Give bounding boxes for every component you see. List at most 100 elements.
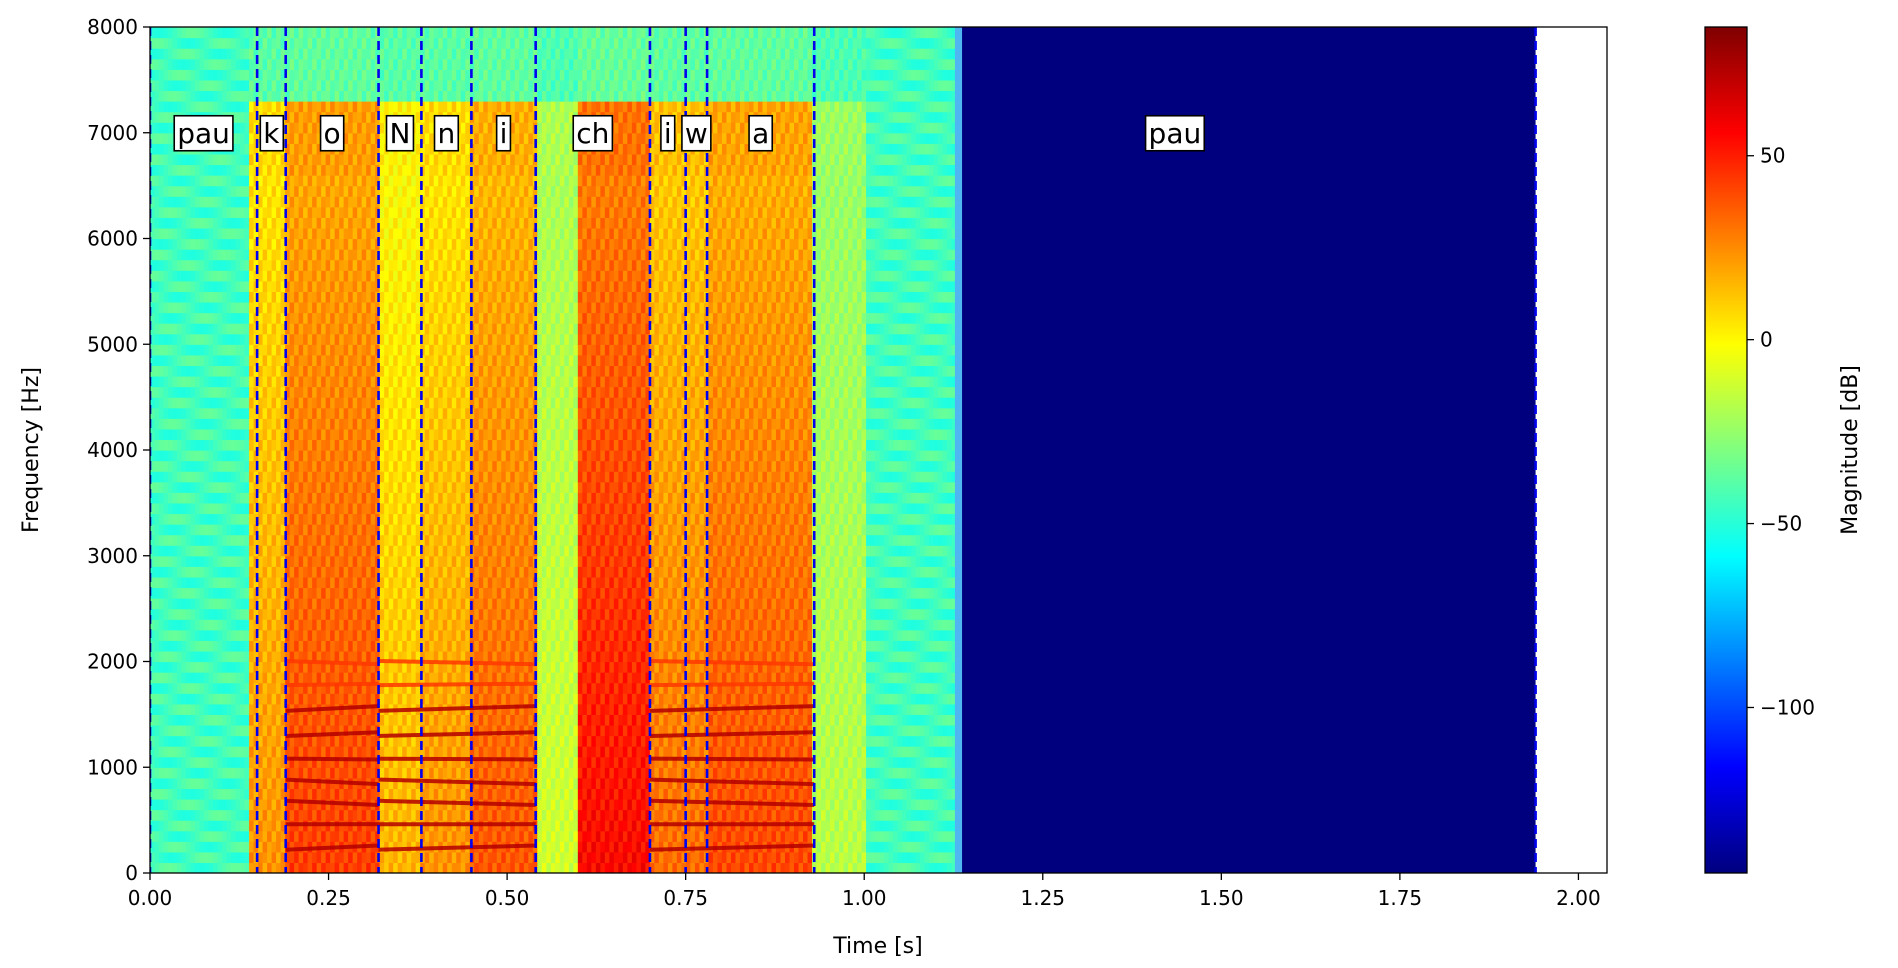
heatmap-cell	[168, 122, 174, 134]
heatmap-cell	[285, 746, 291, 758]
heatmap-cell	[289, 724, 295, 737]
heatmap-cell	[321, 386, 327, 398]
heatmap-cell	[150, 460, 156, 472]
heatmap-cell	[307, 79, 313, 92]
heatmap-cell	[339, 598, 345, 610]
heatmap-cell	[343, 344, 349, 356]
heatmap-cell	[159, 450, 165, 462]
heatmap-cell	[352, 566, 358, 578]
heatmap-cell	[379, 217, 385, 229]
heatmap-cell	[217, 492, 223, 504]
heatmap-cell	[217, 693, 223, 705]
heatmap-cell	[424, 798, 430, 811]
heatmap-cell	[249, 27, 255, 39]
heatmap-cell	[258, 344, 264, 356]
heatmap-cell	[339, 502, 345, 515]
heatmap-cell	[177, 492, 183, 504]
heatmap-cell	[172, 270, 178, 282]
heatmap-cell	[168, 48, 174, 60]
heatmap-cell	[406, 629, 412, 641]
heatmap-cell	[154, 386, 160, 398]
heatmap-cell	[384, 450, 390, 462]
heatmap-cell	[172, 386, 178, 398]
heatmap-cell	[361, 312, 367, 324]
heatmap-cell	[343, 566, 349, 578]
heatmap-cell	[370, 629, 376, 641]
heatmap-cell	[217, 153, 223, 166]
heatmap-cell	[411, 90, 417, 102]
heatmap-cell	[276, 555, 282, 567]
heatmap-cell	[208, 746, 214, 758]
heatmap-cell	[217, 48, 223, 60]
heatmap-cell	[343, 450, 349, 462]
heatmap-cell	[208, 37, 214, 49]
heatmap-cell	[235, 661, 241, 673]
heatmap-cell	[172, 175, 178, 187]
heatmap-cell	[249, 58, 255, 70]
heatmap-cell	[379, 640, 385, 652]
spectrogram-heatmap	[150, 27, 1536, 873]
heatmap-cell	[154, 153, 160, 166]
heatmap-cell	[262, 481, 268, 493]
heatmap-cell	[244, 397, 250, 409]
heatmap-cell	[249, 672, 255, 684]
heatmap-cell	[424, 439, 430, 451]
heatmap-cell	[163, 312, 169, 324]
heatmap-cell	[298, 672, 304, 684]
heatmap-cell	[235, 69, 241, 81]
heatmap-cell	[384, 164, 390, 176]
heatmap-cell	[154, 798, 160, 811]
heatmap-cell	[262, 238, 268, 250]
heatmap-cell	[285, 270, 291, 282]
heatmap-cell	[393, 291, 399, 303]
heatmap-cell	[420, 777, 426, 790]
heatmap-cell	[249, 344, 255, 356]
heatmap-cell	[397, 69, 403, 81]
heatmap-cell	[181, 323, 187, 335]
heatmap-cell	[289, 227, 295, 240]
heatmap-cell	[370, 756, 376, 768]
heatmap-cell	[316, 629, 322, 641]
heatmap-cell	[334, 227, 340, 240]
heatmap-cell	[393, 249, 399, 261]
heatmap-cell	[321, 333, 327, 345]
heatmap-cell	[393, 545, 399, 557]
heatmap-cell	[267, 735, 273, 747]
heatmap-cell	[217, 672, 223, 684]
heatmap-cell	[186, 851, 192, 864]
heatmap-cell	[186, 788, 192, 800]
heatmap-cell	[267, 587, 273, 599]
heatmap-cell	[312, 175, 318, 187]
heatmap-cell	[195, 333, 201, 345]
heatmap-cell	[298, 439, 304, 451]
heatmap-cell	[177, 344, 183, 356]
heatmap-cell	[276, 798, 282, 811]
heatmap-cell	[186, 79, 192, 92]
heatmap-cell	[384, 545, 390, 557]
heatmap-cell	[267, 333, 273, 345]
heatmap-cell	[393, 576, 399, 589]
heatmap-cell	[352, 323, 358, 335]
heatmap-cell	[370, 27, 376, 39]
heatmap-cell	[348, 746, 354, 758]
heatmap-cell	[222, 703, 228, 715]
heatmap-cell	[267, 629, 273, 641]
heatmap-cell	[168, 460, 174, 472]
heatmap-cell	[343, 375, 349, 388]
heatmap-cell	[208, 69, 214, 81]
heatmap-cell	[348, 301, 354, 314]
heatmap-cell	[289, 418, 295, 430]
heatmap-cell	[280, 227, 286, 240]
heatmap-cell	[177, 693, 183, 705]
heatmap-cell	[289, 48, 295, 60]
heatmap-cell	[370, 58, 376, 70]
heatmap-cell	[226, 524, 232, 536]
heatmap-cell	[420, 682, 426, 694]
heatmap-cell	[307, 365, 313, 377]
heatmap-cell	[190, 196, 196, 208]
heatmap-cell	[321, 650, 327, 663]
heatmap-cell	[253, 661, 259, 673]
heatmap-cell	[168, 69, 174, 81]
heatmap-cell	[352, 830, 358, 842]
heatmap-cell	[303, 566, 309, 578]
